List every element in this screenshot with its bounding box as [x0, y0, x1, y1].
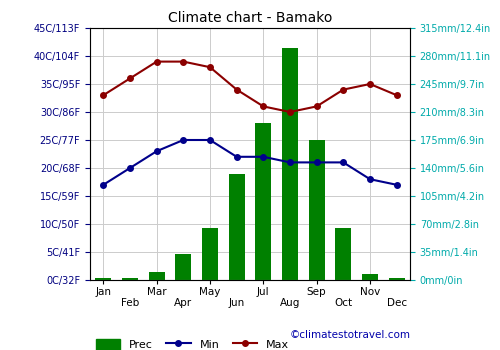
Bar — [362, 274, 378, 280]
Bar — [388, 278, 404, 280]
Bar — [122, 278, 138, 280]
Bar — [96, 278, 112, 280]
Title: Climate chart - Bamako: Climate chart - Bamako — [168, 12, 332, 26]
Bar — [256, 123, 272, 280]
Bar — [148, 272, 164, 280]
Text: ©climatestotravel.com: ©climatestotravel.com — [290, 329, 411, 340]
Bar — [176, 254, 192, 280]
Bar — [336, 228, 351, 280]
Bar — [308, 140, 324, 280]
Bar — [282, 48, 298, 280]
Bar — [228, 174, 244, 280]
Bar — [202, 228, 218, 280]
Legend: Prec, Min, Max: Prec, Min, Max — [96, 338, 289, 350]
